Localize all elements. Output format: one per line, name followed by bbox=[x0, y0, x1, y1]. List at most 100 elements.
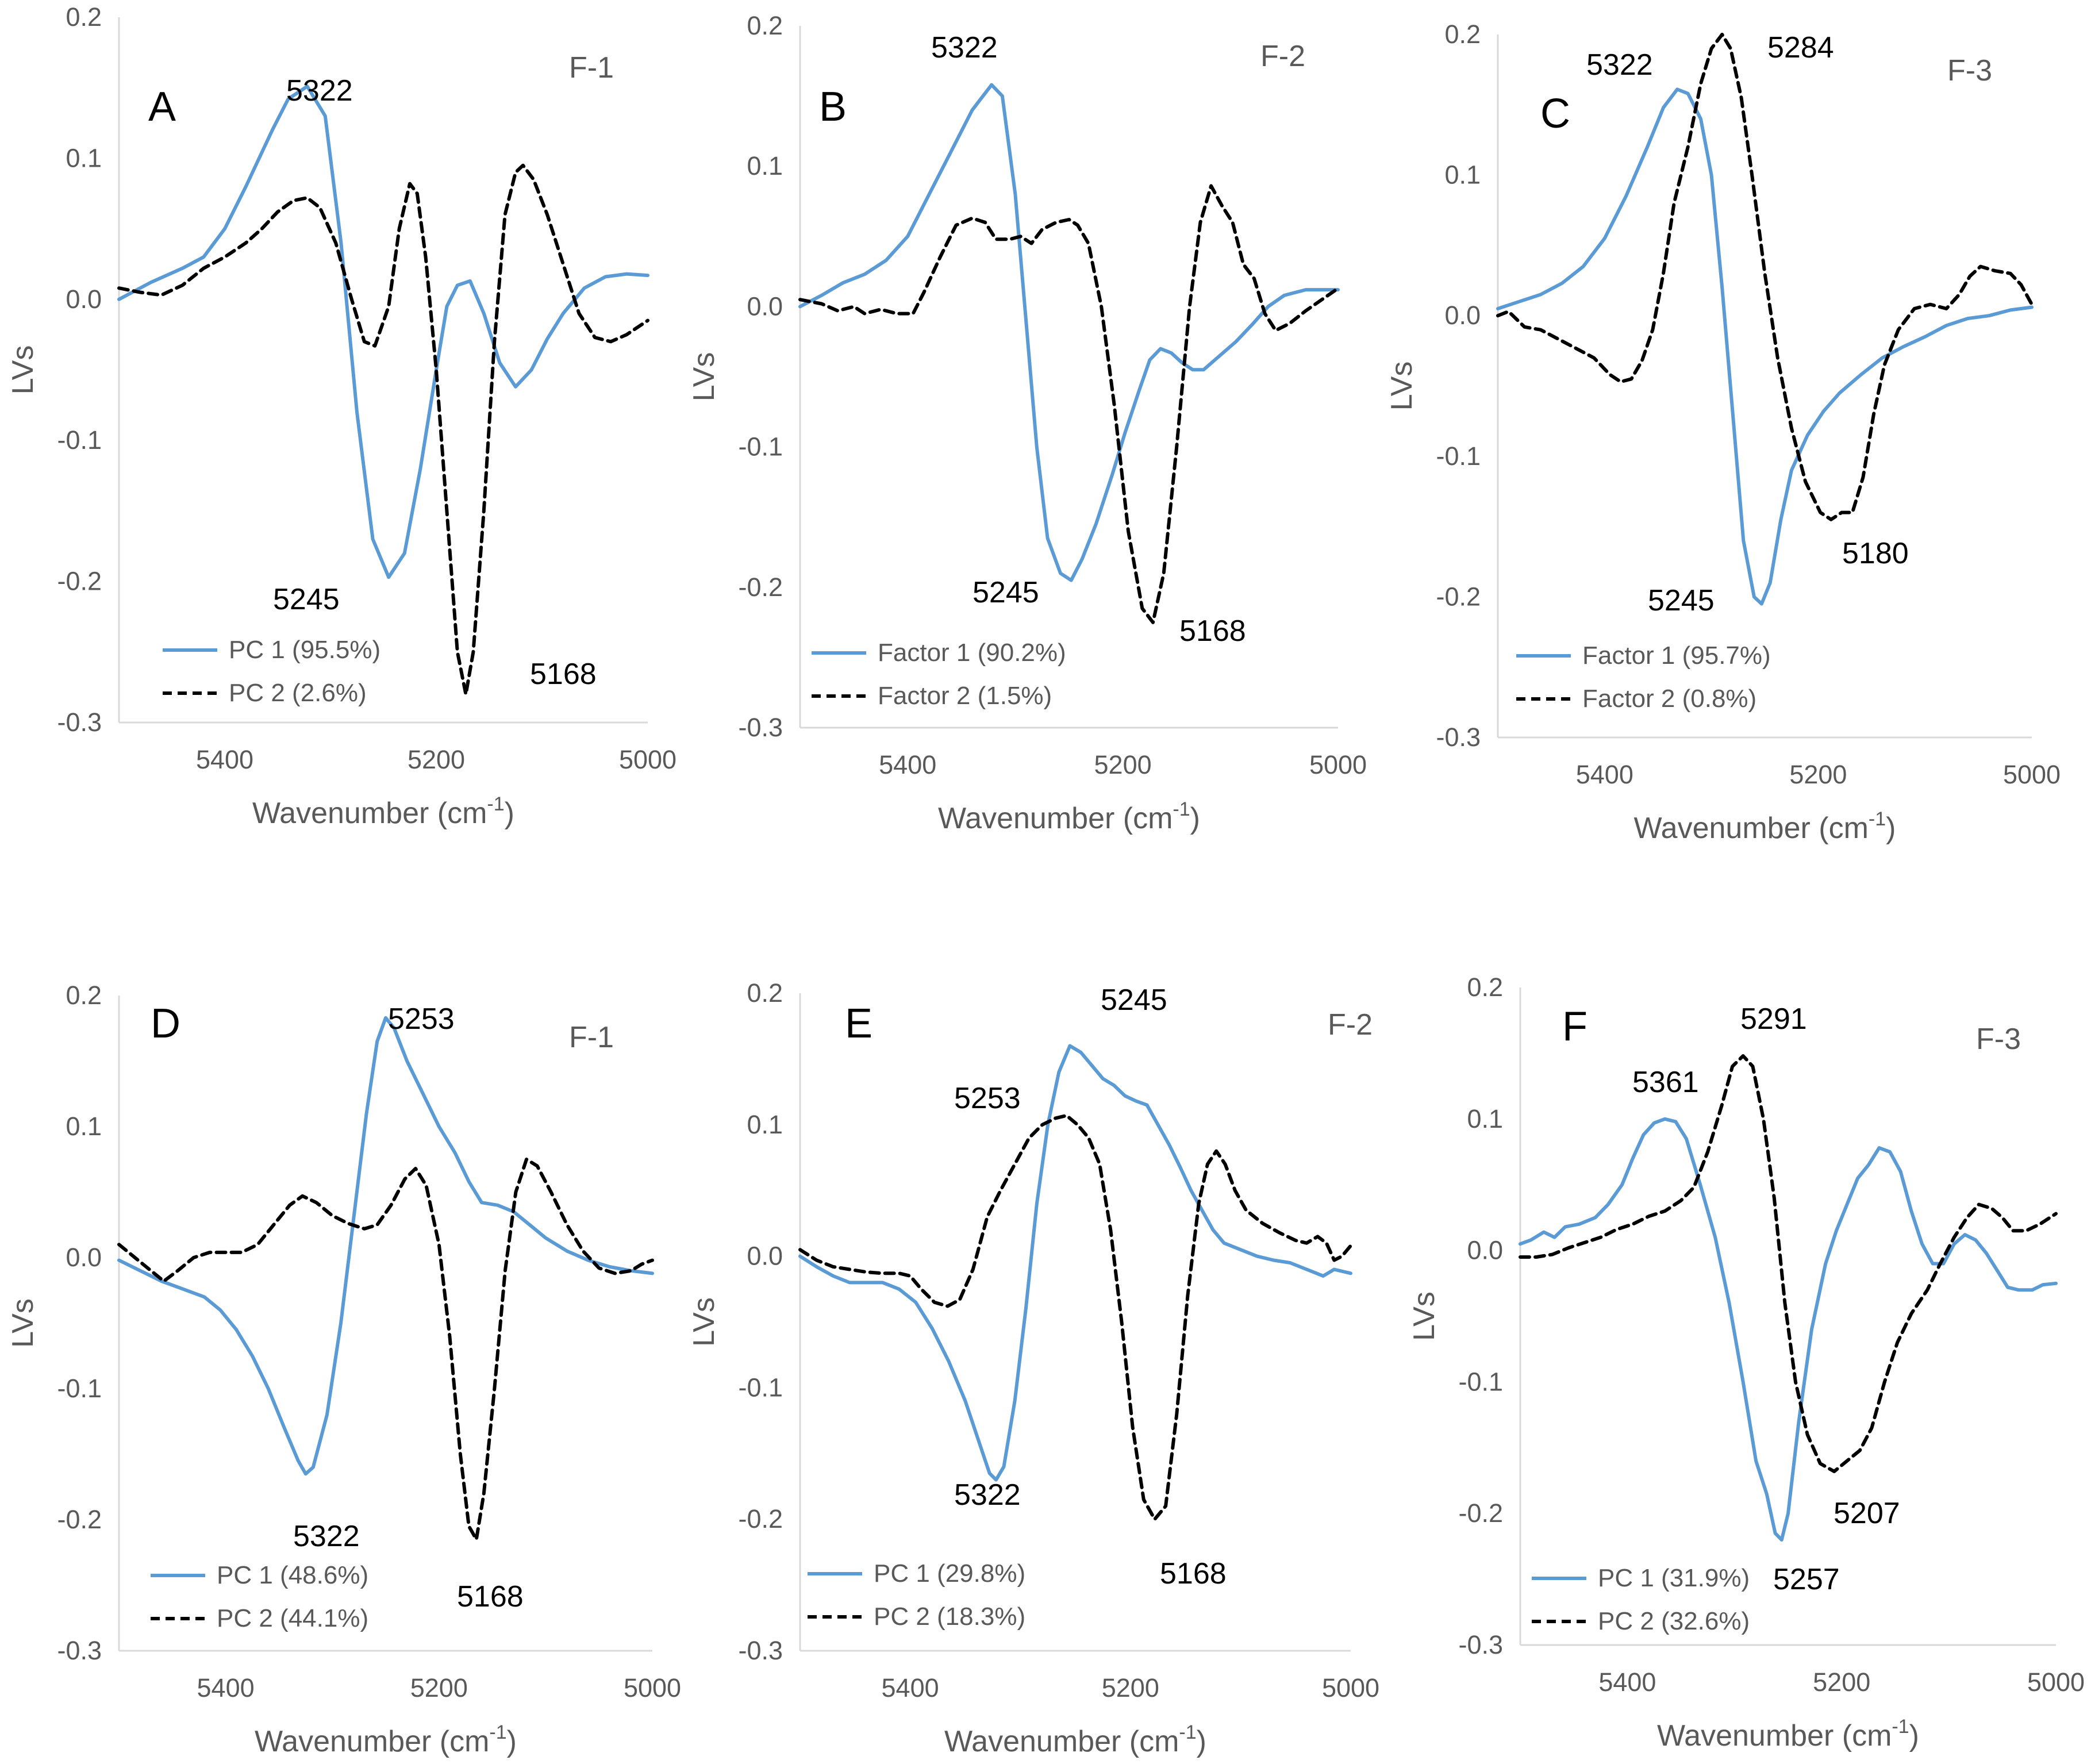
x-axis-title-main: Wavenumber (cm bbox=[938, 802, 1173, 835]
y-tick-label: 0.2 bbox=[1467, 973, 1503, 1002]
x-axis-title-main: Wavenumber (cm bbox=[1634, 812, 1869, 845]
y-tick-label: 0.1 bbox=[1444, 160, 1481, 190]
y-tick-label: 0.0 bbox=[747, 291, 783, 321]
y-tick-label: -0.1 bbox=[738, 1373, 783, 1402]
x-tick-label: 5000 bbox=[619, 745, 676, 774]
peak-annotation: 5291 bbox=[1740, 1002, 1807, 1036]
peak-annotation: 5180 bbox=[1842, 537, 1909, 570]
peak-annotation: 5284 bbox=[1767, 31, 1834, 64]
x-axis-title-end: ) bbox=[1886, 812, 1896, 845]
peak-annotation: 5245 bbox=[273, 583, 340, 616]
legend-label-2: PC 2 (2.6%) bbox=[229, 679, 367, 707]
y-tick-label: -0.2 bbox=[1436, 582, 1481, 611]
chart-panel-d: 0.2 0.1 0.0 -0.1 -0.2 -0.3 5400 5200 5000 LVs Wave… bbox=[6, 981, 681, 1758]
panel-tag: F-2 bbox=[1260, 40, 1305, 73]
y-tick-label: 0.2 bbox=[66, 2, 102, 32]
panel-tag: F-1 bbox=[569, 1021, 614, 1054]
x-axis-title-end: ) bbox=[1909, 1719, 1919, 1753]
y-tick-label: -0.2 bbox=[57, 1505, 102, 1534]
x-axis-title-end: ) bbox=[1190, 802, 1200, 835]
x-tick-label: 5200 bbox=[408, 745, 465, 774]
series-line-2 bbox=[1519, 1054, 2058, 1473]
legend-label-1: Factor 1 (90.2%) bbox=[878, 639, 1066, 667]
series-line-1 bbox=[798, 1044, 1352, 1482]
y-tick-label: 0.1 bbox=[747, 151, 783, 180]
series-line-1 bbox=[117, 84, 649, 579]
y-tick-label: -0.3 bbox=[1458, 1630, 1503, 1659]
chart-panel-b: 0.2 0.1 0.0 -0.1 -0.2 -0.3 5400 5200 5000 LVs Wave… bbox=[687, 11, 1367, 835]
panel-tag: F-3 bbox=[1976, 1023, 2021, 1056]
y-tick-label: -0.1 bbox=[57, 1374, 102, 1403]
series-line-2 bbox=[1496, 33, 2034, 521]
y-axis-title: LVs bbox=[1408, 1292, 1441, 1341]
y-tick-label: -0.3 bbox=[1436, 722, 1481, 752]
y-tick-label: 0.1 bbox=[747, 1110, 783, 1139]
legend-label-1: PC 1 (29.8%) bbox=[874, 1559, 1025, 1588]
y-tick-label: -0.2 bbox=[57, 567, 102, 596]
x-axis-title-superscript: -1 bbox=[487, 793, 504, 815]
legend-label-2: PC 2 (44.1%) bbox=[217, 1604, 368, 1632]
x-axis-title: Wavenumber (cm-1) bbox=[252, 793, 514, 830]
y-tick-label: 0.0 bbox=[66, 1243, 102, 1272]
legend-label-1: PC 1 (95.5%) bbox=[229, 636, 380, 664]
panel-tag: F-2 bbox=[1328, 1008, 1373, 1042]
series-line-2 bbox=[117, 163, 649, 696]
y-tick-label: 0.2 bbox=[66, 981, 102, 1010]
legend-label-2: PC 2 (32.6%) bbox=[1598, 1607, 1750, 1635]
y-tick-label: 0.2 bbox=[747, 978, 783, 1008]
peak-annotation: 5245 bbox=[973, 576, 1039, 609]
y-axis-title: LVs bbox=[687, 352, 721, 402]
y-tick-label: 0.1 bbox=[66, 143, 102, 172]
y-tick-label: -0.1 bbox=[57, 425, 102, 455]
series-line-2 bbox=[117, 1158, 654, 1542]
peak-annotation: 5322 bbox=[931, 31, 998, 64]
y-tick-label: -0.3 bbox=[738, 1636, 783, 1665]
y-tick-label: 0.2 bbox=[747, 11, 783, 40]
x-axis-title-superscript: -1 bbox=[1179, 1721, 1196, 1743]
y-tick-label: -0.1 bbox=[1458, 1367, 1503, 1396]
y-tick-label: 0.1 bbox=[1467, 1104, 1503, 1133]
x-axis-title-superscript: -1 bbox=[1892, 1716, 1909, 1738]
x-tick-label: 5400 bbox=[196, 745, 253, 774]
panel-letter: B bbox=[819, 84, 847, 130]
series-line-1 bbox=[1519, 1117, 2058, 1542]
panel-tag: F-1 bbox=[569, 51, 614, 84]
legend-label-2: Factor 2 (1.5%) bbox=[878, 682, 1052, 710]
x-axis-title-superscript: -1 bbox=[1173, 798, 1190, 820]
y-tick-label: -0.2 bbox=[738, 572, 783, 602]
y-axis-title: LVs bbox=[1385, 362, 1419, 411]
legend-label-1: Factor 1 (95.7%) bbox=[1582, 641, 1771, 670]
peak-annotation: 5257 bbox=[1773, 1563, 1840, 1596]
legend-label-1: PC 1 (31.9%) bbox=[1598, 1564, 1750, 1592]
chart-panel-c: 0.2 0.1 0.0 -0.1 -0.2 -0.3 5400 5200 5000 LVs Wave… bbox=[1385, 20, 2061, 845]
peak-annotation: 5361 bbox=[1632, 1066, 1699, 1099]
panel-letter: F bbox=[1562, 1004, 1588, 1050]
y-tick-label: -0.1 bbox=[1436, 441, 1481, 471]
peak-annotation: 5322 bbox=[293, 1520, 360, 1553]
y-tick-label: -0.3 bbox=[57, 708, 102, 737]
x-axis-title: Wavenumber (cm-1) bbox=[944, 1721, 1206, 1758]
peak-annotation: 5322 bbox=[286, 74, 353, 107]
x-tick-label: 5200 bbox=[410, 1673, 468, 1702]
y-tick-label: 0.1 bbox=[66, 1112, 102, 1141]
series-line-1 bbox=[1496, 87, 2034, 606]
x-axis-title: Wavenumber (cm-1) bbox=[1634, 808, 1896, 845]
x-tick-label: 5200 bbox=[1789, 760, 1847, 789]
x-axis-title-end: ) bbox=[505, 797, 514, 830]
panel-letter: A bbox=[148, 84, 176, 130]
legend-label-2: PC 2 (18.3%) bbox=[874, 1602, 1025, 1631]
y-tick-label: -0.3 bbox=[57, 1636, 102, 1665]
chart-panel-f: 0.2 0.1 0.0 -0.1 -0.2 -0.3 5400 5200 5000 LVs Wave… bbox=[1408, 973, 2085, 1753]
y-tick-label: -0.3 bbox=[738, 713, 783, 742]
chart-panel-a: 0.2 0.1 0.0 -0.1 -0.2 -0.3 5400 5200 5000 LVs Wave… bbox=[6, 2, 676, 830]
x-tick-label: 5400 bbox=[879, 750, 936, 779]
x-axis-title-end: ) bbox=[507, 1725, 517, 1758]
peak-annotation: 5207 bbox=[1834, 1497, 1900, 1530]
y-tick-label: 0.0 bbox=[66, 285, 102, 314]
x-tick-label: 5200 bbox=[1094, 750, 1152, 779]
peak-annotation: 5245 bbox=[1648, 584, 1715, 617]
panel-letter: E bbox=[845, 1001, 872, 1047]
series-line-2 bbox=[798, 1113, 1352, 1521]
x-tick-label: 5000 bbox=[1309, 750, 1367, 779]
y-axis-title: LVs bbox=[6, 1298, 40, 1348]
